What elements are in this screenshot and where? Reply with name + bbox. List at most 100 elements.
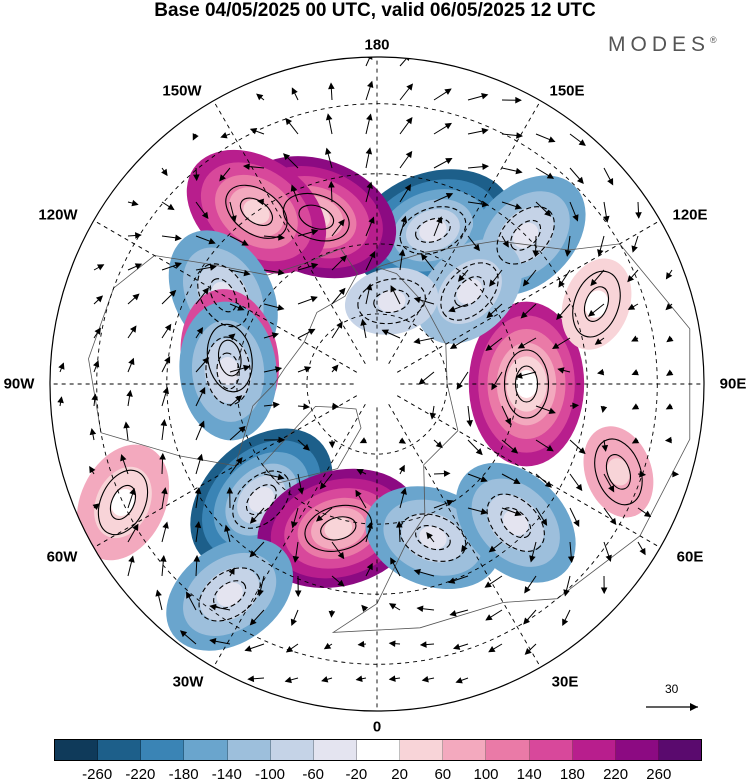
wind-vector-head	[290, 618, 297, 626]
wind-vector-head	[551, 342, 560, 350]
anomaly-fill	[324, 517, 353, 540]
wind-vector-head	[256, 198, 265, 206]
wind-vector-head	[420, 253, 428, 261]
wind-vector-head	[196, 326, 204, 335]
wind-vector-head	[563, 589, 570, 597]
wind-vector-head	[398, 437, 407, 444]
wind-vector-head	[357, 640, 365, 648]
wind-vector-head	[308, 328, 316, 335]
wind-vector-head	[159, 554, 167, 562]
wind-vector-head	[456, 382, 463, 390]
colorbar-tick-label: -20	[345, 766, 368, 783]
wind-vector-head	[631, 437, 640, 444]
wind-vector-head	[665, 303, 673, 311]
wind-vector-head	[160, 419, 168, 427]
contour-line	[605, 453, 632, 490]
wind-vector-head	[473, 243, 480, 252]
wind-vector-head	[361, 604, 369, 612]
wind-vector-head	[169, 289, 177, 297]
colorbar-swatch	[400, 740, 444, 760]
wind-vector-head	[285, 645, 294, 653]
wind-vector-head	[522, 279, 530, 287]
wind-vector-head	[572, 402, 580, 410]
lon-label-60e: 60E	[676, 548, 704, 566]
anomaly-fill	[243, 199, 270, 224]
wind-vector-head	[249, 550, 257, 558]
anomaly-fill	[216, 582, 243, 607]
wind-vector-head	[199, 386, 206, 395]
wind-vector-head	[444, 88, 452, 95]
wind-vector-head	[92, 503, 100, 511]
wind-vector-head	[319, 482, 327, 490]
wind-vector-head	[134, 263, 143, 270]
anomaly-fill	[503, 510, 529, 536]
wind-vector-head	[94, 327, 101, 335]
wind-vector-head	[159, 452, 166, 460]
wind-vector-head	[435, 441, 443, 449]
wind-vector-head	[546, 172, 555, 179]
contour-line	[594, 438, 643, 506]
wind-vector-head	[603, 215, 610, 223]
wind-vector-head	[93, 360, 100, 368]
wind-vector-head	[605, 554, 612, 562]
wind-vector-head	[290, 521, 298, 529]
wind-vector-head	[243, 269, 251, 277]
wind-vector-head	[241, 239, 249, 246]
wind-vector-head	[226, 486, 234, 494]
wind-vector-head	[488, 545, 496, 553]
wind-vector-head	[475, 448, 483, 456]
wind-vector-head	[242, 163, 250, 170]
wind-vector-head	[544, 480, 552, 488]
eurasia-coast	[331, 240, 691, 633]
map-background	[50, 57, 704, 711]
wind-vector-head	[578, 139, 586, 146]
contour-line	[206, 323, 253, 393]
wind-vector-head	[179, 630, 188, 638]
wind-vector-head	[480, 508, 488, 515]
wind-vector-head	[91, 393, 98, 401]
wind-vector	[399, 57, 411, 67]
lon-label-90e: 90E	[719, 375, 747, 393]
wind-vector-head	[123, 421, 130, 429]
wind-vector-head	[365, 283, 373, 291]
wind-vector-head	[405, 150, 413, 159]
wind-vector-head	[196, 453, 204, 461]
colorbar-swatch	[98, 740, 142, 760]
wind-vector-head	[126, 389, 133, 397]
contour-line	[373, 289, 410, 314]
wind-vector-head	[398, 464, 405, 473]
wind-vector-head	[331, 364, 339, 372]
wind-vector-head	[573, 519, 580, 528]
wind-vector-head	[328, 82, 335, 90]
contour-line	[572, 270, 621, 338]
wind-vector-head	[129, 487, 136, 496]
wind-vector-head	[302, 443, 310, 451]
wind-vector-head	[516, 132, 524, 139]
wind-vector-head	[325, 113, 333, 121]
wind-vector-head	[161, 168, 168, 177]
wind-vector-head	[413, 568, 421, 576]
wind-vector-head	[557, 367, 565, 374]
colorbar-swatch	[141, 740, 185, 760]
wind-vectors	[57, 57, 680, 684]
wind-vector-head	[502, 240, 509, 248]
colorbar-tick-label: 220	[603, 766, 629, 783]
colorbar-swatch	[356, 740, 401, 760]
wind-vector-head	[339, 255, 348, 263]
wind-vector-head	[480, 475, 488, 483]
wind-vector-head	[162, 386, 169, 395]
wind-vector-head	[481, 200, 489, 208]
wind-vector-head	[381, 329, 389, 336]
wind-vector-head	[337, 551, 345, 560]
colorbar-swatch	[572, 740, 616, 760]
wind-vector-head	[367, 80, 374, 89]
wind-vector-head	[567, 556, 575, 564]
wind-vector-head	[208, 238, 216, 245]
lon-label-120e: 120E	[672, 206, 708, 224]
wind-vector-head	[429, 412, 437, 420]
wind-vector-head	[128, 555, 135, 563]
wind-vector-head	[576, 176, 584, 184]
wind-vector-head	[607, 178, 614, 186]
wind-vector-head	[337, 579, 345, 587]
wind-vector-head	[237, 304, 245, 311]
